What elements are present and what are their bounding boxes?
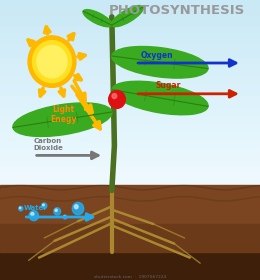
Circle shape — [64, 216, 65, 217]
Circle shape — [54, 208, 61, 215]
Bar — [0, 114, 260, 121]
Circle shape — [112, 94, 117, 99]
Ellipse shape — [112, 46, 208, 78]
Text: Water: Water — [23, 206, 47, 211]
Bar — [0, 183, 260, 190]
Bar — [0, 101, 260, 108]
Bar — [0, 120, 260, 127]
Bar — [0, 76, 260, 83]
Circle shape — [109, 90, 125, 108]
Bar — [0, 139, 260, 146]
Bar — [0, 25, 260, 32]
Bar — [0, 164, 260, 171]
Bar — [0, 57, 260, 64]
Circle shape — [29, 211, 38, 221]
Bar — [0, 126, 260, 133]
Bar — [0, 50, 260, 57]
Bar — [0, 133, 260, 140]
Bar — [0, 12, 260, 19]
Bar — [0, 0, 260, 6]
Bar — [0, 88, 260, 95]
Bar — [0, 241, 260, 280]
Bar — [0, 44, 260, 51]
Bar — [0, 177, 260, 184]
Circle shape — [28, 36, 76, 87]
Circle shape — [32, 41, 72, 83]
Bar — [0, 185, 260, 280]
Text: Oxygen: Oxygen — [140, 51, 173, 60]
Text: Carbon
Dioxide: Carbon Dioxide — [34, 138, 64, 151]
Ellipse shape — [112, 81, 208, 115]
Bar — [0, 82, 260, 89]
Circle shape — [19, 206, 23, 211]
Bar — [0, 18, 260, 25]
Bar — [0, 158, 260, 165]
Bar — [0, 31, 260, 38]
Bar — [0, 145, 260, 152]
Circle shape — [37, 45, 67, 78]
Circle shape — [74, 205, 78, 209]
Ellipse shape — [83, 10, 112, 27]
Ellipse shape — [13, 103, 112, 136]
Circle shape — [55, 209, 57, 211]
Text: PHOTOSYNTHESIS: PHOTOSYNTHESIS — [109, 4, 245, 17]
Bar — [0, 95, 260, 102]
Circle shape — [72, 202, 84, 215]
Bar — [0, 69, 260, 76]
Ellipse shape — [112, 6, 143, 27]
Circle shape — [31, 213, 34, 216]
Bar — [0, 152, 260, 159]
Bar — [0, 224, 260, 252]
Bar — [0, 63, 260, 70]
Bar — [0, 107, 260, 114]
Text: Light
Enegy: Light Enegy — [50, 105, 77, 124]
Text: Sugar: Sugar — [156, 81, 181, 90]
Circle shape — [63, 215, 67, 219]
Circle shape — [20, 207, 21, 209]
Bar — [0, 171, 260, 178]
Circle shape — [43, 204, 44, 206]
Circle shape — [42, 203, 47, 209]
Bar — [0, 38, 260, 45]
Text: shutterstock.com  ·  1907567224: shutterstock.com · 1907567224 — [94, 275, 166, 279]
Bar — [0, 6, 260, 13]
